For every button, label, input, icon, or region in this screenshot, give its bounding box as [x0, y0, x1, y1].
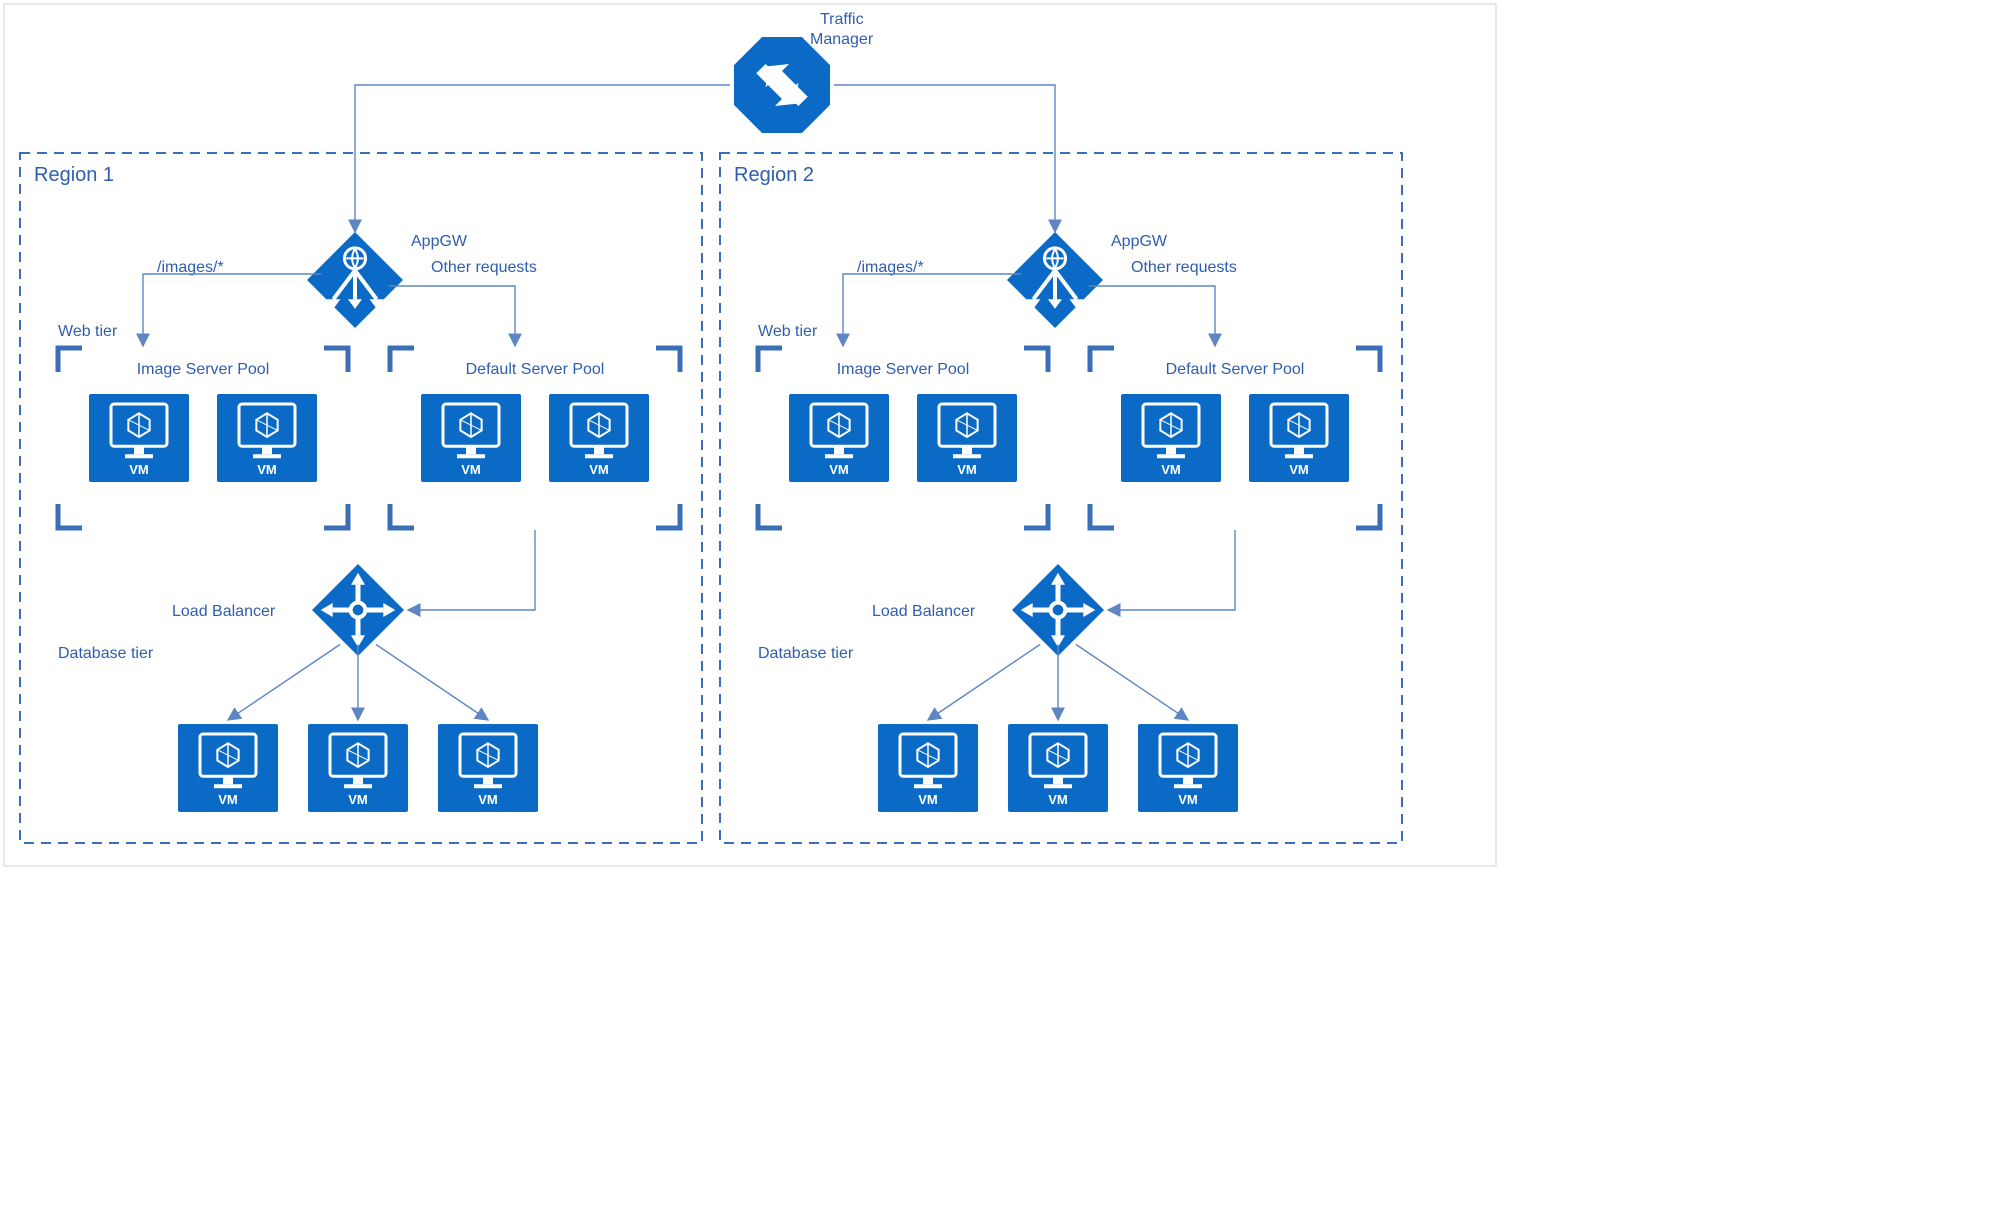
- web-tier-label-1: Web tier: [58, 323, 118, 340]
- pool-label-2-1: Image Server Pool: [837, 361, 970, 378]
- vm-label: VM: [589, 462, 609, 477]
- vm-node: VM: [1121, 394, 1221, 482]
- vm-node: VM: [89, 394, 189, 482]
- vm-label: VM: [129, 462, 149, 477]
- vm-label: VM: [1289, 462, 1309, 477]
- load-balancer-icon: [1012, 564, 1104, 656]
- arrow-appgw-pool-1-2: [389, 286, 515, 346]
- vm-label: VM: [478, 792, 498, 807]
- arrow-appgw-pool-1-1: [143, 274, 321, 346]
- vm-label: VM: [829, 462, 849, 477]
- vm-label: VM: [348, 792, 368, 807]
- vm-label: VM: [957, 462, 977, 477]
- arrow-lb-to-db-1-3: [376, 645, 488, 721]
- vm-node: VM: [421, 394, 521, 482]
- region-1-title: Region 1: [34, 164, 114, 186]
- arrow-appgw-pool-2-2: [1089, 286, 1215, 346]
- lb-label-1: Load Balancer: [172, 603, 276, 620]
- vm-node: VM: [1249, 394, 1349, 482]
- traffic-manager-label-2: Manager: [810, 31, 874, 48]
- lb-label-2: Load Balancer: [872, 603, 976, 620]
- arrow-lb-to-db-2-1: [928, 645, 1040, 721]
- route-right-2: Other requests: [1131, 259, 1237, 276]
- arrow-tm-to-appgw-2: [834, 85, 1055, 232]
- db-tier-label-2: Database tier: [758, 645, 854, 662]
- arrow-pool-to-lb-1: [408, 530, 535, 610]
- web-tier-label-2: Web tier: [758, 323, 818, 340]
- appgw-icon: [1007, 232, 1103, 328]
- pool-label-2-2: Default Server Pool: [1166, 361, 1305, 378]
- traffic-manager-icon: [734, 37, 830, 133]
- vm-label: VM: [1161, 462, 1181, 477]
- vm-node: VM: [549, 394, 649, 482]
- traffic-manager-label-1: Traffic: [820, 11, 864, 28]
- appgw-label-2: AppGW: [1111, 233, 1168, 250]
- vm-label: VM: [1048, 792, 1068, 807]
- load-balancer-icon: [312, 564, 404, 656]
- vm-node: VM: [1138, 724, 1238, 812]
- vm-node: VM: [178, 724, 278, 812]
- vm-label: VM: [1178, 792, 1198, 807]
- vm-node: VM: [1008, 724, 1108, 812]
- pool-label-1-2: Default Server Pool: [466, 361, 605, 378]
- vm-node: VM: [789, 394, 889, 482]
- vm-label: VM: [218, 792, 238, 807]
- vm-node: VM: [217, 394, 317, 482]
- appgw-label-1: AppGW: [411, 233, 468, 250]
- vm-node: VM: [308, 724, 408, 812]
- pool-label-1-1: Image Server Pool: [137, 361, 270, 378]
- arrow-lb-to-db-1-1: [228, 645, 340, 721]
- region-2-title: Region 2: [734, 164, 814, 186]
- arrow-appgw-pool-2-1: [843, 274, 1021, 346]
- vm-label: VM: [257, 462, 277, 477]
- arrow-pool-to-lb-2: [1108, 530, 1235, 610]
- vm-label: VM: [461, 462, 481, 477]
- vm-label: VM: [918, 792, 938, 807]
- vm-node: VM: [917, 394, 1017, 482]
- architecture-diagram: TrafficManagerRegion 1AppGW/images/*Othe…: [0, 0, 1500, 870]
- arrow-lb-to-db-2-3: [1076, 645, 1188, 721]
- vm-node: VM: [878, 724, 978, 812]
- arrow-tm-to-appgw-1: [355, 85, 730, 232]
- route-right-1: Other requests: [431, 259, 537, 276]
- db-tier-label-1: Database tier: [58, 645, 154, 662]
- appgw-icon: [307, 232, 403, 328]
- vm-node: VM: [438, 724, 538, 812]
